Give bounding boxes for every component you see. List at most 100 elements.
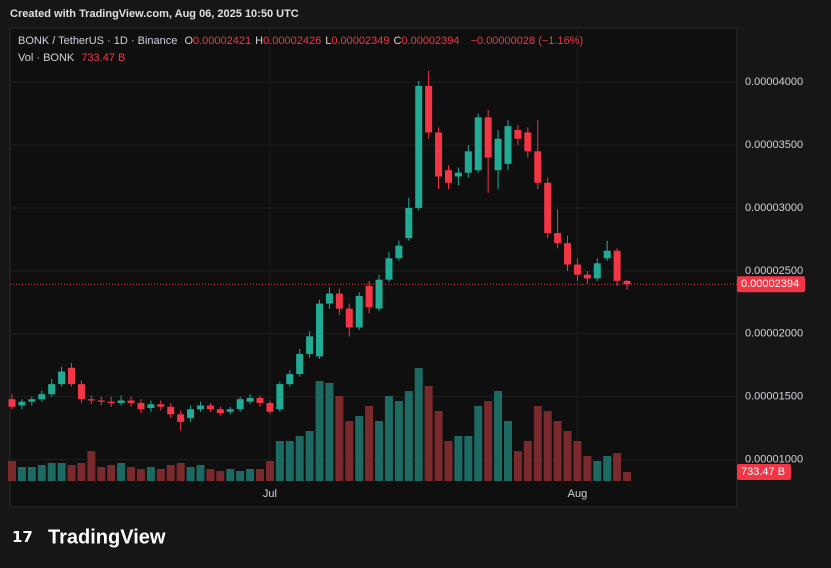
y-tick-label: 0.00002500 [745,265,803,277]
volume-bar [484,401,493,481]
candle-body [97,400,105,402]
candle-body [524,132,532,152]
volume-value: 733.47 B [81,52,126,64]
volume-bar [196,465,205,481]
volume-bar [17,467,26,481]
candle-body [564,243,572,265]
candle-body [187,409,195,419]
volume-bar [543,411,552,481]
chart-panel [9,27,738,508]
volume-bar [404,391,413,481]
y-tick-label: 0.00001500 [745,391,803,403]
volume-bar [623,472,632,481]
candle-body [236,399,244,410]
volume-bar [87,451,96,481]
volume-bar [444,441,453,481]
volume-bar [335,395,344,481]
candle-body [296,353,304,375]
volume-bar [97,467,106,481]
ohlc: O0.00002421 H0.00002426 L0.00002349 C0.0000… [184,35,463,47]
y-tick-label: 0.00004000 [745,76,803,88]
ohlc-key: L [325,35,332,47]
candle-body [544,182,552,234]
candle-body [603,250,611,259]
candle-body [18,401,26,406]
volume-bar [246,469,255,481]
candle-body [87,399,95,401]
volume-bar [583,455,592,481]
volume-bar [414,367,423,481]
candle-body [157,404,165,407]
ohlc-value: 0.00002421 [193,35,252,47]
volume-bar [285,441,294,481]
volume-bar [186,467,195,481]
candle-body [216,409,224,414]
candle-body [474,117,482,171]
candle-body [444,170,452,183]
candle-body [345,308,353,328]
volume-bar [236,471,245,481]
candle-body [286,374,294,385]
symbol: BONK / TetherUS · 1D · Binance [18,35,178,47]
volume-bar [424,385,433,481]
candle-body [48,384,56,395]
volume-bar [384,395,393,481]
candle-body [504,126,512,164]
candle-body [325,293,333,304]
candle-body [206,405,214,410]
volume-bar [156,469,165,481]
candle-body [107,401,115,403]
candle-body [454,172,462,177]
candle-body [306,336,314,354]
volume-bar [216,471,225,481]
ohlc-key: H [255,35,264,47]
volume-bar [27,467,36,481]
candle-body [494,138,502,171]
legend-row: BONK / TetherUS · 1D · Binance O0.000024… [18,35,587,47]
candle-body [375,279,383,309]
last-price-box [737,276,805,293]
volume-bar [355,415,364,481]
candle-body [355,296,363,328]
volume-bar [265,461,274,481]
candle-body [8,399,16,407]
volume-bar [136,469,145,481]
candle-body [623,280,631,285]
volume-bar [77,463,86,481]
volume-bar [593,461,602,481]
volume-bar [603,455,612,481]
brand-mark: 𝟭𝟳 [12,529,33,546]
candle-body [276,384,284,410]
candle-body [226,409,234,412]
volume-bar [8,461,16,481]
volume-bar [146,467,155,481]
candle-body [435,132,443,177]
volume-bar [226,469,235,481]
candle-body [573,264,581,275]
candle-body [137,402,145,410]
ohlc-value: 0.00002394 [401,35,460,47]
volume-bar [454,435,463,481]
volume-bar [504,421,512,481]
brand: TradingView [48,526,166,548]
volume-bar [47,463,56,481]
candle-body [68,367,76,385]
volume-bar [365,405,374,481]
volume-bar [523,441,532,481]
volume-bar [275,441,284,481]
candle-body [58,371,66,385]
candle-body [365,285,373,308]
candle-body [77,384,85,400]
volume-bar [166,465,175,481]
change: −0.00000028 (−1.16%) [470,35,584,47]
candle-body [266,402,274,412]
volume-bar [305,431,314,481]
candle-body [316,303,324,357]
plot: 0.00001000 0.00001500 0.00002000 0.00002500… [8,28,805,500]
candle-body [117,400,125,403]
candle-body [256,397,264,403]
candle-body [385,258,393,280]
volume-bar [394,401,403,481]
volume-bar [315,381,324,481]
volume-bar [256,469,264,481]
